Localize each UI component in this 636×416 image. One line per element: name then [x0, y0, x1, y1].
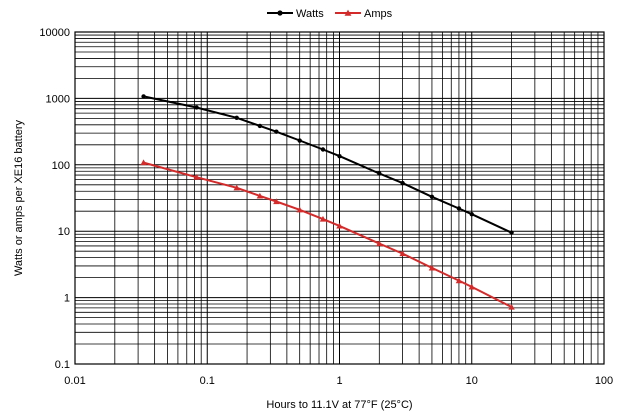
amps-data-point — [399, 250, 406, 257]
x-tick-label: 1 — [336, 375, 342, 387]
legend-label-amps: Amps — [364, 8, 393, 20]
legend-marker-amps — [344, 9, 352, 16]
watts-data-point — [469, 212, 474, 217]
x-axis-title: Hours to 11.1V at 77°F (25°C) — [266, 399, 412, 411]
watts-data-point — [377, 171, 382, 176]
amps-data-point — [256, 192, 264, 199]
plot-area-frame — [74, 31, 605, 365]
amps-data-point — [468, 283, 475, 290]
watts-data-point — [337, 153, 342, 159]
x-tick-label: 100 — [595, 375, 613, 387]
legend-item-amps: Amps — [335, 8, 393, 20]
watts-data-point — [234, 115, 239, 121]
y-tick-label: 10 — [58, 226, 70, 238]
x-axis-tick-labels: 0.01 0.1 1 10 100 — [64, 375, 613, 387]
legend-marker-watts — [277, 10, 283, 16]
watts-data-point — [257, 123, 263, 129]
watts-data-point — [297, 138, 302, 143]
watts-data-point — [429, 194, 435, 199]
amps-data-point — [428, 264, 436, 271]
amps-data-point — [296, 206, 303, 213]
watts-data-point — [456, 206, 462, 211]
x-tick-label: 0.01 — [64, 375, 85, 387]
watts-data-point — [274, 129, 279, 134]
y-axis-tick-labels: 0.1 1 10 100 1000 10000 — [39, 27, 70, 371]
x-tick-label: 10 — [466, 375, 478, 387]
series-layer — [140, 94, 515, 310]
watts-data-point — [509, 230, 514, 235]
legend: Watts Amps — [267, 8, 393, 20]
watts-data-point — [320, 147, 326, 152]
amps-data-point — [376, 240, 383, 247]
y-tick-label: 10000 — [39, 27, 70, 39]
y-tick-label: 0.1 — [55, 359, 70, 371]
amps-data-point — [508, 303, 515, 310]
y-tick-label: 1000 — [46, 93, 70, 105]
watts-data-point — [194, 105, 199, 110]
amps-data-point — [140, 159, 147, 166]
amps-data-point — [319, 215, 327, 222]
amps-data-point — [193, 174, 200, 180]
y-tick-label: 1 — [64, 293, 70, 305]
y-tick-label: 100 — [52, 160, 70, 172]
legend-label-watts: Watts — [296, 8, 324, 20]
amps-series-line — [143, 161, 513, 308]
watts-data-point — [400, 180, 405, 186]
legend-item-watts: Watts — [267, 8, 324, 20]
minor-grid — [75, 32, 604, 364]
watts-data-point — [141, 94, 146, 99]
x-tick-label: 0.1 — [200, 375, 215, 387]
watts-series-line — [143, 95, 513, 234]
amps-data-point — [273, 198, 280, 205]
y-axis-title: Watts or amps per XE16 battery — [13, 119, 25, 276]
amps-data-point — [455, 277, 463, 284]
amps-data-point — [233, 184, 240, 191]
amps-data-point — [336, 222, 343, 229]
